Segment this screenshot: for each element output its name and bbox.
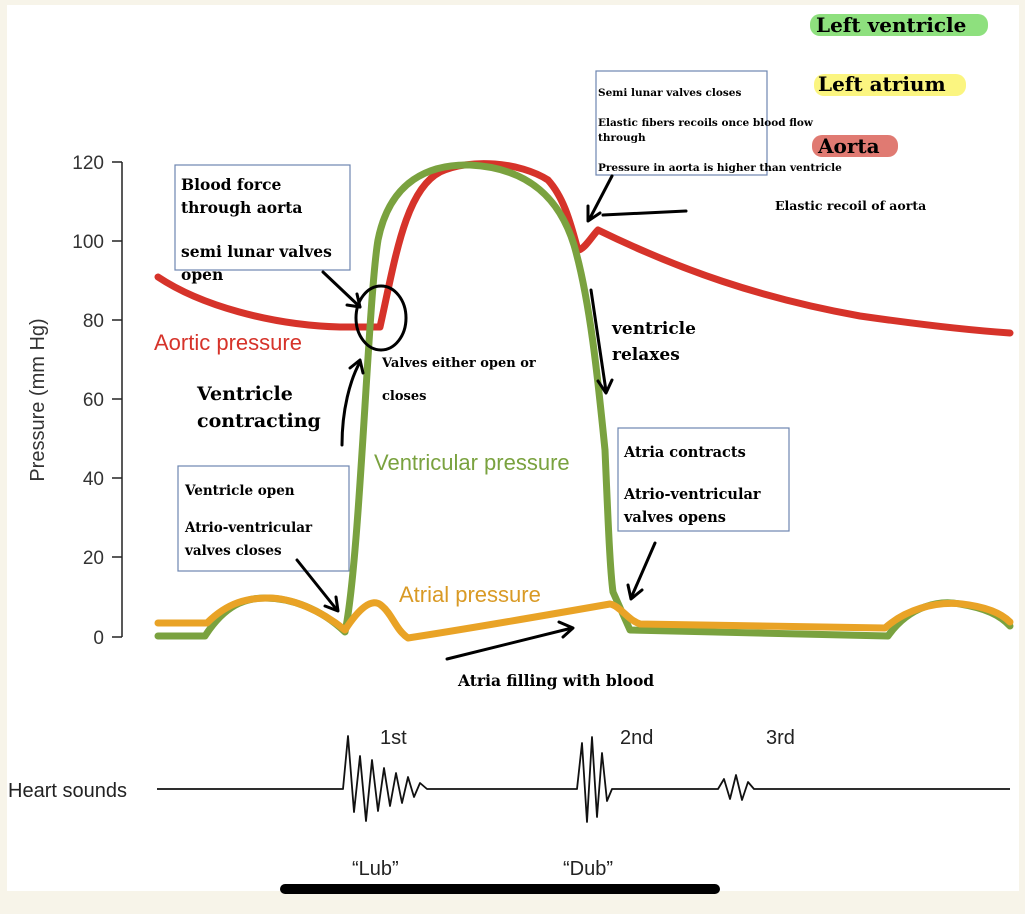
legend-aorta-swatch: [812, 135, 898, 157]
y-tick-100: 100: [72, 232, 104, 253]
atrial-pressure-label: Atrial pressure: [399, 582, 541, 607]
blood-force-line-5: open: [181, 265, 223, 284]
valves-either-line-1: Valves either open or: [381, 356, 536, 371]
dub-label: “Dub”: [563, 858, 613, 880]
legend-atrium-swatch: [814, 74, 966, 96]
elastic-recoil-note: Elastic recoil of aorta: [775, 198, 926, 213]
legend-left-atrium: Left atrium: [818, 72, 946, 96]
heart-sound-1st: 1st: [380, 727, 407, 749]
blood-force-line-1: Blood force: [181, 175, 282, 194]
heart-sound-3rd: 3rd: [766, 727, 795, 749]
ventricle-contracting-line-1: Ventricle: [196, 383, 293, 405]
ventricle-contracting-line-2: contracting: [197, 410, 321, 432]
aortic-pressure-label: Aortic pressure: [154, 330, 302, 355]
atria-filling-note: Atria filling with blood: [457, 671, 654, 690]
blood-force-line-2: through aorta: [181, 198, 302, 217]
semilunar-close-line-1: Semi lunar valves closes: [598, 87, 741, 99]
semilunar-close-line-6: Pressure in aorta is higher than ventric…: [598, 162, 842, 174]
legend-aorta: Aorta: [817, 134, 880, 158]
blood-force-box: [174, 164, 351, 271]
ventricle-relaxes-line-1: ventricle: [611, 319, 696, 339]
semilunar-close-line-3: Elastic fibers recoils once blood flow: [598, 117, 814, 129]
ventricle-open-box: [177, 465, 350, 572]
heart-sound-2nd: 2nd: [620, 727, 653, 749]
atria-contracts-line-3: Atrio-ventricular: [623, 486, 761, 503]
atria-contracts-box: [617, 427, 790, 532]
valve-transition-circle: [354, 284, 408, 352]
ventricle-relaxes-line-2: relaxes: [612, 345, 680, 365]
ventricle-open-line-3: Atrio-ventricular: [184, 520, 313, 536]
y-tick-60: 60: [83, 390, 104, 411]
annotation-arrows: [295, 174, 688, 661]
bottom-bar: [280, 884, 720, 894]
ventricle-open-line-1: Ventricle open: [184, 483, 295, 499]
y-tick-120: 120: [72, 153, 104, 174]
legend-ventricle-swatch: [810, 14, 988, 36]
valves-either-line-2: closes: [382, 389, 426, 404]
blood-force-line-4: semi lunar valves: [181, 242, 332, 261]
lub-label: “Lub”: [352, 858, 399, 880]
y-tick-20: 20: [83, 548, 104, 569]
heart-sounds-label: Heart sounds: [8, 780, 127, 802]
y-axis-ticks: [112, 161, 122, 638]
atria-contracts-line-1: Atria contracts: [623, 444, 746, 461]
semilunar-close-line-4: through: [598, 132, 646, 144]
legend-left-ventricle: Left ventricle: [816, 13, 966, 37]
semilunar-close-box: [595, 70, 768, 176]
atrial-pressure-curve: [154, 594, 1014, 642]
atria-contracts-line-4: valves opens: [623, 509, 726, 526]
ventricle-open-line-4: valves closes: [184, 543, 282, 559]
y-tick-80: 80: [83, 311, 104, 332]
y-tick-40: 40: [83, 469, 104, 490]
y-axis-label: Pressure (mm Hg): [27, 318, 49, 481]
ventricular-pressure-label: Ventricular pressure: [374, 450, 570, 475]
heart-sounds-trace: [157, 735, 1010, 823]
y-tick-0: 0: [93, 628, 104, 649]
